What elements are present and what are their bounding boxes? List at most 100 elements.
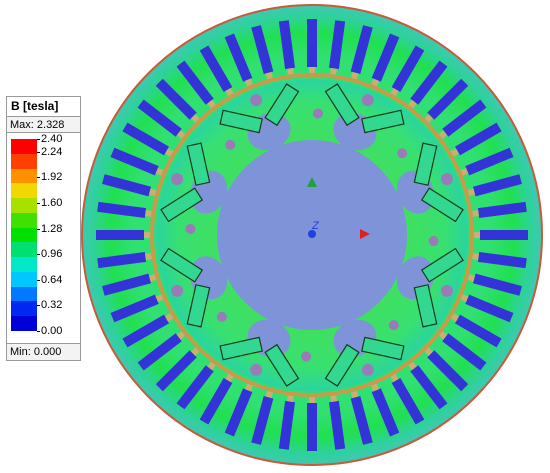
stator-slot bbox=[410, 365, 448, 410]
color-legend: B [tesla] Max: 2.328 2.40 2.24 1.92 1.60 1.2… bbox=[6, 96, 81, 361]
rotor-hole bbox=[171, 284, 184, 297]
stator-slot bbox=[199, 377, 233, 425]
legend-tick-label: 0.00 bbox=[41, 325, 63, 337]
magnet bbox=[219, 336, 263, 361]
y-axis-arrow-icon bbox=[307, 177, 317, 187]
magnet bbox=[361, 336, 405, 361]
magnet bbox=[420, 247, 464, 283]
z-axis-origin-icon bbox=[308, 230, 316, 238]
tooth-tip bbox=[155, 294, 164, 303]
legend-title: B [tesla] bbox=[11, 99, 59, 113]
tooth-tip bbox=[390, 373, 399, 382]
stator-slot bbox=[137, 99, 182, 137]
tooth-tip bbox=[265, 390, 273, 399]
tooth-tip bbox=[155, 167, 164, 176]
legend-tick-mark bbox=[37, 151, 40, 153]
stator-slot bbox=[391, 377, 425, 425]
stator-slot bbox=[472, 174, 522, 197]
legend-tick-mark bbox=[37, 279, 40, 281]
legend-tick-label: 0.96 bbox=[41, 248, 63, 261]
magnet-pair bbox=[186, 142, 211, 186]
stator-slot bbox=[442, 333, 487, 371]
stator-slot bbox=[224, 33, 253, 82]
stator-slot bbox=[427, 350, 469, 392]
magnet bbox=[420, 187, 464, 223]
stator-slot bbox=[278, 20, 296, 70]
stator-slot bbox=[454, 314, 502, 348]
stator-slot bbox=[328, 20, 346, 70]
legend-color-cell bbox=[11, 242, 37, 258]
magnet bbox=[160, 187, 204, 223]
tooth-tip bbox=[244, 383, 253, 392]
tooth-tip bbox=[165, 148, 174, 157]
stator-slot bbox=[477, 201, 527, 219]
legend-color-cell bbox=[11, 198, 37, 214]
stator-slot bbox=[155, 78, 197, 120]
tooth-tip bbox=[165, 313, 174, 322]
stator-slot bbox=[465, 294, 514, 323]
legend-color-cell bbox=[11, 168, 37, 184]
rotor-hole bbox=[397, 148, 408, 159]
tooth-tip bbox=[467, 188, 476, 196]
magnet bbox=[413, 142, 438, 186]
stator-slot bbox=[307, 403, 317, 451]
stator-slot bbox=[350, 395, 373, 445]
stator-slots bbox=[96, 19, 528, 451]
axes-triad: Z bbox=[307, 177, 370, 239]
tooth-tip bbox=[460, 294, 469, 303]
rotor-hole bbox=[361, 94, 374, 107]
rotor-hole bbox=[250, 363, 263, 376]
air-gap-ring bbox=[150, 73, 474, 397]
legend-color-bar bbox=[11, 139, 37, 332]
tooth-tip bbox=[176, 130, 186, 139]
stator-slot bbox=[307, 19, 317, 67]
magnet-pair bbox=[420, 187, 464, 223]
magnet bbox=[186, 284, 211, 328]
stator-slot bbox=[97, 251, 147, 269]
tooth-tip bbox=[287, 68, 294, 75]
stator-slot bbox=[278, 400, 296, 450]
legend-min-value: Min: 0.000 bbox=[7, 343, 80, 360]
tooth-tip bbox=[467, 274, 476, 282]
legend-tick-mark bbox=[37, 177, 40, 179]
magnet-pair bbox=[420, 247, 464, 283]
stator-slot bbox=[410, 60, 448, 105]
magnet-pair bbox=[160, 247, 204, 283]
stator-slot bbox=[102, 174, 152, 197]
tooth-tip bbox=[371, 383, 380, 392]
magnet-pair bbox=[160, 187, 204, 223]
tooth-tip bbox=[244, 78, 253, 87]
magnet-pair bbox=[264, 343, 300, 387]
rotor-hole bbox=[171, 173, 184, 186]
tooth-tip bbox=[390, 88, 399, 97]
stator-slot bbox=[371, 388, 400, 437]
legend-tick-label: 2.40 bbox=[41, 133, 63, 145]
rotor-hole bbox=[185, 224, 196, 235]
stator-slot bbox=[442, 99, 487, 137]
legend-color-cell bbox=[11, 271, 37, 288]
magnet-pair bbox=[324, 343, 360, 387]
tooth-tip bbox=[472, 210, 479, 217]
stator-slot bbox=[427, 78, 469, 120]
magnet-pair bbox=[413, 142, 438, 186]
stator-slot bbox=[176, 365, 214, 410]
stator-slot bbox=[176, 60, 214, 105]
tooth-tip bbox=[330, 68, 337, 75]
magnet bbox=[186, 142, 211, 186]
magnet bbox=[219, 109, 263, 134]
legend-scale: 2.40 2.24 1.92 1.60 1.28 0.96 0.64 0.32 0.00 bbox=[11, 134, 81, 337]
stator-slot bbox=[122, 314, 170, 348]
legend-tick-label: 0.32 bbox=[41, 299, 63, 312]
stator-slot bbox=[96, 230, 144, 240]
tooth-tip bbox=[460, 167, 469, 176]
magnet bbox=[264, 83, 300, 127]
tooth-tip bbox=[148, 274, 157, 282]
rotor-hole bbox=[388, 320, 399, 331]
legend-color-cell bbox=[11, 316, 37, 332]
legend-tick-mark bbox=[37, 139, 40, 140]
magnet-pair bbox=[324, 83, 360, 127]
x-axis-arrow-icon bbox=[360, 229, 370, 239]
rotor-hole bbox=[216, 311, 227, 322]
stator-slot bbox=[137, 333, 182, 371]
